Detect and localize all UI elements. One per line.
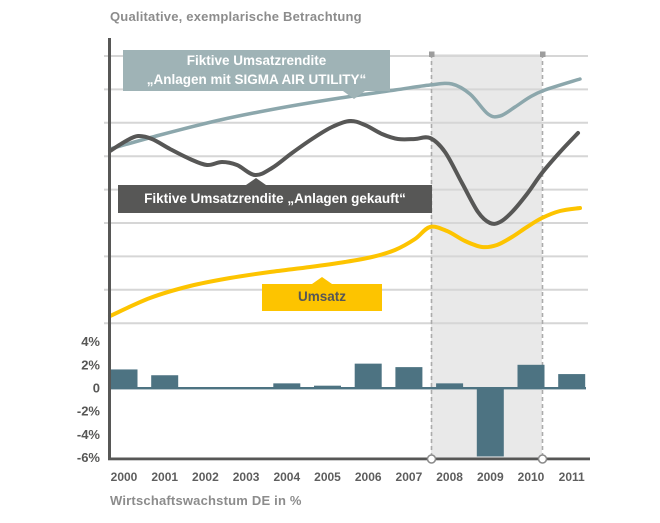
y-tick-label: 2% bbox=[81, 357, 100, 372]
gdp-bar-2010 bbox=[517, 364, 545, 388]
callout-tail-down bbox=[343, 91, 365, 99]
x-tick-label: 2010 bbox=[518, 470, 545, 484]
x-axis-caption: Wirtschaftswachstum DE in % bbox=[110, 493, 302, 508]
y-tick-label: -6% bbox=[77, 450, 101, 465]
band-cap-square bbox=[540, 51, 546, 57]
gdp-bar-2006 bbox=[354, 363, 382, 388]
x-tick-label: 2011 bbox=[559, 470, 585, 484]
gdp-bar-2008 bbox=[436, 383, 464, 388]
callout-tail-up bbox=[246, 178, 266, 185]
x-tick-label: 2002 bbox=[192, 470, 219, 484]
gdp-bar-2000 bbox=[110, 369, 138, 388]
x-axis bbox=[108, 457, 590, 461]
band-marker-circle bbox=[537, 454, 548, 464]
umsatz-line bbox=[108, 206, 582, 318]
x-tick-label: 2000 bbox=[111, 470, 138, 484]
x-tick-label: 2004 bbox=[273, 470, 300, 484]
gdp-bar-2001 bbox=[151, 375, 179, 388]
bar-zero-baseline bbox=[110, 387, 586, 390]
x-tick-label: 2007 bbox=[396, 470, 423, 484]
y-axis bbox=[108, 38, 111, 460]
band-marker-circle bbox=[426, 454, 437, 464]
callout-umsatz: Umsatz bbox=[262, 277, 382, 311]
y-tick-label: 0 bbox=[93, 381, 100, 396]
sigma-utility-line bbox=[108, 77, 582, 151]
gdp-bar-2009 bbox=[476, 388, 504, 457]
chart-title: Qualitative, exemplarische Betrachtung bbox=[110, 9, 362, 24]
band-cap-square bbox=[429, 51, 435, 57]
y-tick-label: -2% bbox=[77, 404, 101, 419]
y-tick-label: -4% bbox=[77, 427, 101, 442]
x-tick-label: 2005 bbox=[314, 470, 341, 484]
callout-sigma-air-utility: Fiktive Umsatzrendite „Anlagen mit SIGMA… bbox=[123, 50, 390, 99]
anlagen-gekauft-line bbox=[108, 118, 580, 226]
callout-anlagen-gekauft: Fiktive Umsatzrendite „Anlagen gekauft“ bbox=[118, 178, 432, 213]
x-tick-label: 2006 bbox=[355, 470, 382, 484]
gdp-bar-2007 bbox=[395, 367, 423, 388]
gdp-bar-2004 bbox=[273, 383, 301, 388]
gdp-bar-2011 bbox=[558, 374, 586, 388]
x-tick-label: 2003 bbox=[233, 470, 260, 484]
y-tick-label: 4% bbox=[81, 334, 100, 349]
callout-sigma-text: Fiktive Umsatzrendite „Anlagen mit SIGMA… bbox=[146, 53, 367, 87]
gdp-bar-2005 bbox=[314, 385, 341, 388]
x-tick-label: 2001 bbox=[151, 470, 178, 484]
x-tick-label: 2008 bbox=[436, 470, 463, 484]
callout-tail-up bbox=[312, 277, 332, 284]
x-tick-label: 2009 bbox=[477, 470, 504, 484]
